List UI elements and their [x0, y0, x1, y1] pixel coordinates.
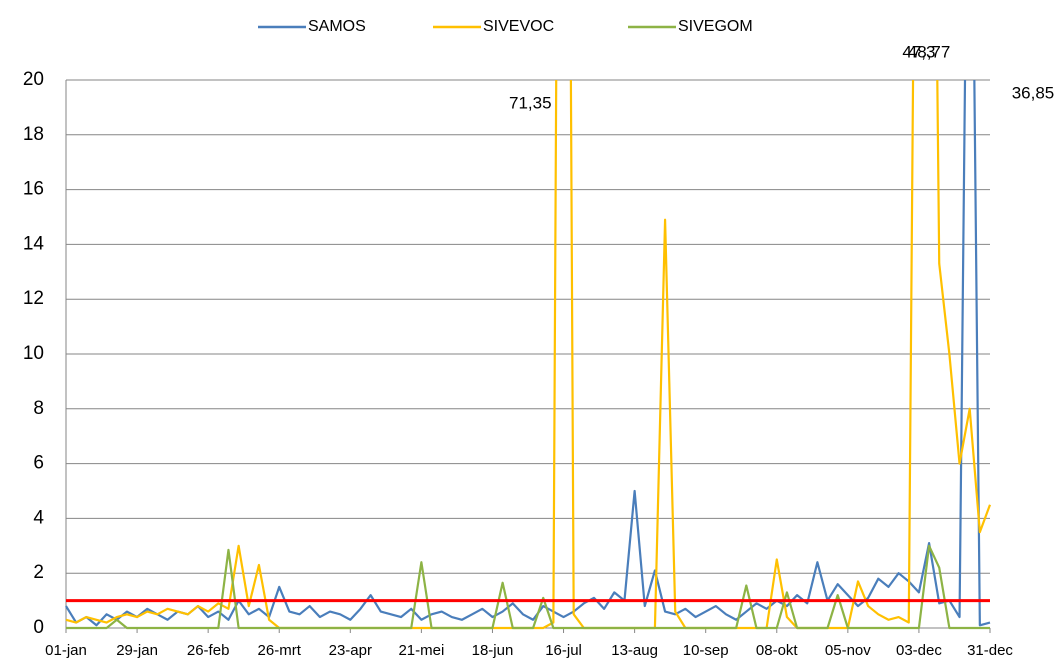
x-tick-label: 23-apr: [329, 642, 372, 659]
y-tick-label: 12: [23, 288, 44, 309]
legend-label: SAMOS: [308, 18, 366, 35]
x-tick-label: 10-sep: [683, 642, 729, 659]
y-tick-label: 8: [33, 398, 44, 419]
y-tick-label: 16: [23, 179, 44, 200]
x-tick-label: 03-dec: [896, 642, 942, 659]
x-tick-label: 26-feb: [187, 642, 230, 659]
y-tick-label: 14: [23, 233, 45, 254]
x-tick-label: 08-okt: [756, 642, 799, 659]
y-tick-label: 0: [33, 617, 44, 638]
x-tick-label: 29-jan: [116, 642, 158, 659]
value-label: 48,77: [908, 42, 951, 61]
legend-label: SIVEGOM: [678, 18, 753, 35]
y-tick-label: 18: [23, 124, 44, 145]
y-tick-label: 6: [33, 453, 44, 474]
x-tick-label: 13-aug: [611, 642, 658, 659]
y-tick-label: 4: [33, 507, 44, 528]
x-tick-label: 16-jul: [545, 642, 582, 659]
legend-label: SIVEVOC: [483, 18, 554, 35]
value-label: 47,3: [902, 42, 935, 61]
y-tick-label: 10: [23, 343, 44, 364]
x-tick-label: 21-mei: [398, 642, 444, 659]
value-label: 71,35: [509, 93, 552, 112]
value-label: 36,85: [1012, 83, 1055, 102]
x-tick-label: 05-nov: [825, 642, 871, 659]
x-tick-label: 18-jun: [472, 642, 514, 659]
y-tick-label: 20: [23, 69, 44, 90]
y-tick-label: 2: [33, 562, 44, 583]
x-tick-label: 26-mrt: [258, 642, 302, 659]
x-tick-label: 01-jan: [45, 642, 87, 659]
x-tick-label: 31-dec: [967, 642, 1013, 659]
